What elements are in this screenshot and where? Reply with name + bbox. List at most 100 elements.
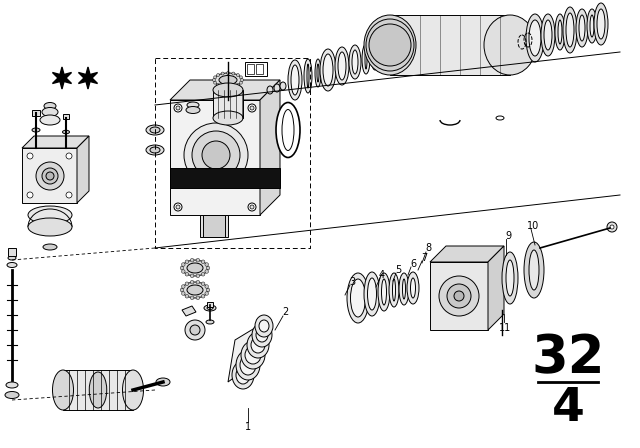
Bar xyxy=(22,148,77,203)
Ellipse shape xyxy=(381,279,387,305)
Ellipse shape xyxy=(378,273,390,311)
Ellipse shape xyxy=(351,279,365,317)
Circle shape xyxy=(185,260,189,263)
Ellipse shape xyxy=(544,20,552,50)
Ellipse shape xyxy=(506,260,514,296)
Circle shape xyxy=(221,85,224,88)
Circle shape xyxy=(439,276,479,316)
Circle shape xyxy=(27,192,33,198)
Circle shape xyxy=(42,168,58,184)
Ellipse shape xyxy=(236,366,250,384)
Circle shape xyxy=(205,270,209,273)
Ellipse shape xyxy=(484,15,536,75)
Bar xyxy=(245,62,267,76)
Polygon shape xyxy=(182,306,196,316)
Bar xyxy=(390,15,510,75)
Ellipse shape xyxy=(63,130,70,134)
Circle shape xyxy=(190,296,194,300)
Circle shape xyxy=(180,288,184,292)
Ellipse shape xyxy=(529,250,539,290)
Ellipse shape xyxy=(245,346,261,364)
Ellipse shape xyxy=(371,42,379,70)
Ellipse shape xyxy=(367,278,376,310)
Circle shape xyxy=(185,320,205,340)
Circle shape xyxy=(196,274,200,278)
Ellipse shape xyxy=(315,59,321,87)
Circle shape xyxy=(66,192,72,198)
Ellipse shape xyxy=(403,279,406,299)
Text: 1: 1 xyxy=(245,422,251,432)
Circle shape xyxy=(190,258,194,262)
Bar xyxy=(430,262,488,330)
Ellipse shape xyxy=(213,83,243,97)
Circle shape xyxy=(185,272,189,276)
Circle shape xyxy=(46,172,54,180)
Ellipse shape xyxy=(364,272,380,316)
Ellipse shape xyxy=(502,252,518,304)
Ellipse shape xyxy=(28,206,72,224)
Circle shape xyxy=(182,292,185,295)
Ellipse shape xyxy=(122,370,143,410)
Circle shape xyxy=(610,225,614,229)
Ellipse shape xyxy=(52,370,74,410)
Circle shape xyxy=(185,282,189,285)
Ellipse shape xyxy=(182,260,208,276)
Bar xyxy=(63,114,69,119)
Circle shape xyxy=(182,263,185,266)
Ellipse shape xyxy=(146,145,164,155)
Ellipse shape xyxy=(150,147,160,153)
Ellipse shape xyxy=(186,107,200,113)
Circle shape xyxy=(205,263,209,266)
Ellipse shape xyxy=(349,45,361,79)
Circle shape xyxy=(250,106,254,110)
Polygon shape xyxy=(430,246,504,262)
Ellipse shape xyxy=(374,47,376,65)
Bar xyxy=(63,370,133,410)
Ellipse shape xyxy=(576,9,588,47)
Ellipse shape xyxy=(587,9,597,43)
Circle shape xyxy=(176,205,180,209)
Ellipse shape xyxy=(407,272,419,304)
Text: 8: 8 xyxy=(425,243,431,253)
Circle shape xyxy=(454,291,464,301)
Circle shape xyxy=(447,284,471,308)
Bar xyxy=(170,168,280,188)
Ellipse shape xyxy=(365,49,367,69)
Ellipse shape xyxy=(187,263,203,273)
Circle shape xyxy=(182,270,185,273)
Bar xyxy=(8,248,16,256)
Ellipse shape xyxy=(364,15,416,75)
Ellipse shape xyxy=(146,125,164,135)
Ellipse shape xyxy=(156,378,170,386)
Polygon shape xyxy=(77,136,89,203)
Circle shape xyxy=(250,205,254,209)
Ellipse shape xyxy=(259,320,269,332)
Bar xyxy=(170,100,260,215)
Polygon shape xyxy=(52,67,72,89)
Circle shape xyxy=(180,266,184,270)
Circle shape xyxy=(190,280,194,284)
Ellipse shape xyxy=(566,13,574,47)
Ellipse shape xyxy=(7,263,17,267)
Circle shape xyxy=(214,81,216,84)
Circle shape xyxy=(196,258,200,262)
Ellipse shape xyxy=(214,73,242,87)
Ellipse shape xyxy=(276,103,300,158)
Circle shape xyxy=(205,292,209,295)
Ellipse shape xyxy=(526,14,544,62)
Circle shape xyxy=(227,72,230,74)
Bar xyxy=(247,64,254,74)
Bar xyxy=(203,215,225,237)
Ellipse shape xyxy=(42,108,58,116)
Ellipse shape xyxy=(213,111,243,125)
Ellipse shape xyxy=(207,306,213,310)
Ellipse shape xyxy=(219,76,237,85)
Circle shape xyxy=(236,83,239,86)
Ellipse shape xyxy=(32,128,40,132)
Ellipse shape xyxy=(252,323,272,347)
Circle shape xyxy=(196,296,200,300)
Circle shape xyxy=(202,294,205,298)
Ellipse shape xyxy=(240,355,256,375)
Ellipse shape xyxy=(320,49,336,91)
Ellipse shape xyxy=(338,52,346,80)
